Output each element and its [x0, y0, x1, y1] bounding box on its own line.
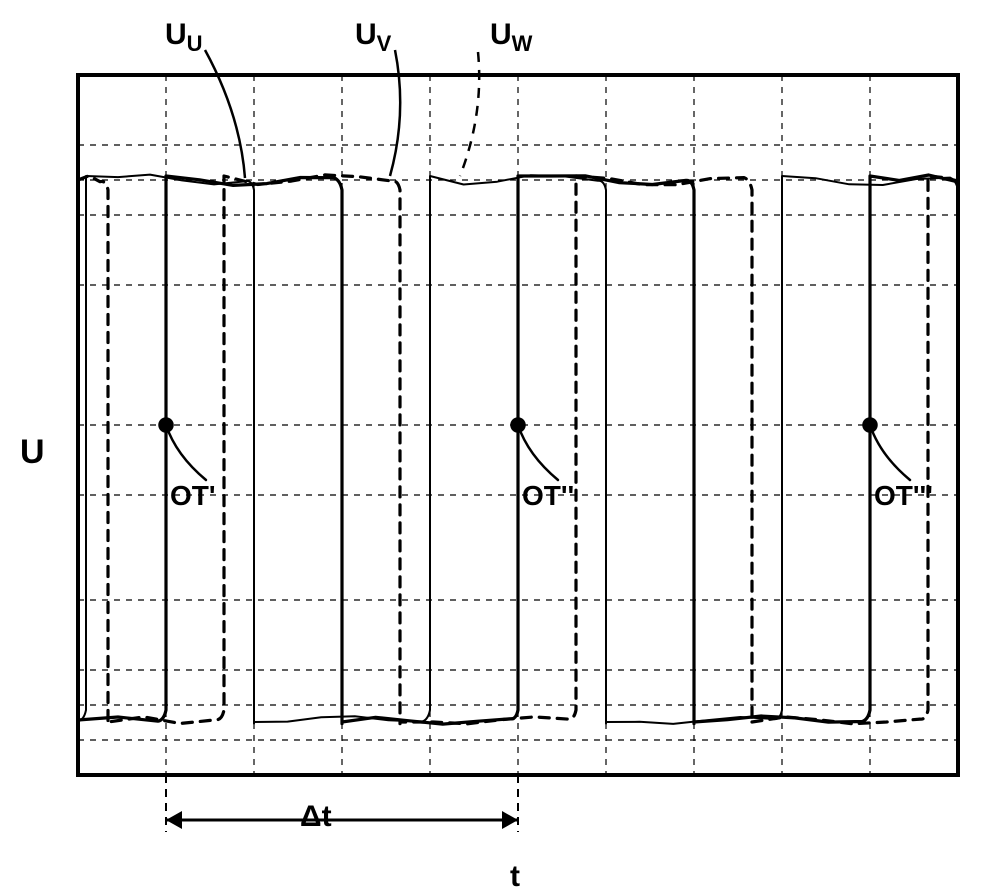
delta-t-arrow-left: [166, 811, 182, 829]
marker-label-ot1: OT': [170, 482, 216, 510]
leader-uu: [205, 50, 245, 178]
marker-label-ot3: OT''': [874, 482, 933, 510]
figure-stage: U t Δt UU UV UW OT' OT'' OT''': [0, 0, 1000, 875]
trace-uu: [78, 175, 958, 724]
leader-uv: [390, 50, 400, 176]
leader-uw: [460, 52, 479, 176]
trace-label-uu: UU: [165, 20, 203, 55]
waveform-chart: [0, 0, 1000, 875]
trace-label-uw: UW: [490, 20, 532, 55]
delta-t-label: Δt: [300, 802, 332, 832]
marker-hook-ot3: [870, 425, 910, 480]
marker-hook-ot2: [518, 425, 558, 480]
marker-hook-ot1: [166, 425, 206, 480]
y-axis-label: U: [20, 435, 45, 469]
x-axis-label: t: [510, 862, 520, 892]
delta-t-arrow-right: [502, 811, 518, 829]
trace-label-uv: UV: [355, 20, 391, 55]
marker-label-ot2: OT'': [522, 482, 574, 510]
